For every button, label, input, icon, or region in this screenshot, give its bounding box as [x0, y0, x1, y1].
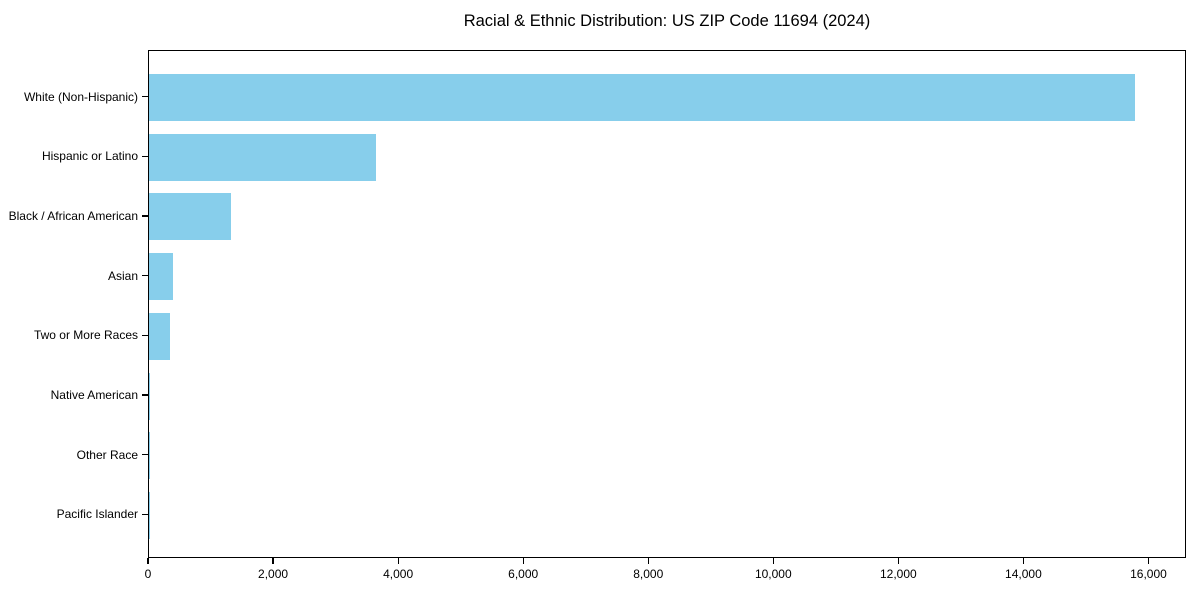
plot-area	[148, 50, 1186, 558]
y-axis-tick-label: Pacific Islander	[56, 507, 138, 522]
x-axis-tick-label: 4,000	[383, 567, 414, 581]
y-axis-tick-label: Other Race	[76, 447, 138, 462]
bar	[149, 74, 1136, 121]
x-axis-tick	[147, 558, 149, 564]
x-axis-tick	[1022, 558, 1024, 564]
x-axis-tick-label: 8,000	[633, 567, 664, 581]
x-axis-tick-label: 2,000	[258, 567, 289, 581]
x-axis-tick-label: 16,000	[1130, 567, 1167, 581]
y-axis-tick-label: Two or More Races	[33, 328, 138, 343]
x-axis-tick	[1147, 558, 1150, 564]
y-axis-tick	[142, 394, 148, 396]
y-axis-tick	[142, 513, 148, 516]
y-axis-tick	[142, 334, 148, 336]
bar	[149, 312, 170, 360]
y-axis-tick	[142, 95, 148, 98]
y-axis-tick	[142, 215, 148, 217]
bar	[149, 133, 376, 181]
y-axis-tick-label: Native American	[50, 388, 138, 403]
y-axis-tick-label: Black / African American	[8, 208, 138, 223]
x-axis-tick-label: 6,000	[508, 567, 539, 581]
x-axis-tick	[522, 558, 524, 564]
x-axis-tick-label: 12,000	[880, 567, 917, 581]
y-axis-tick	[142, 275, 148, 277]
x-axis-tick	[272, 558, 274, 564]
bar	[149, 432, 150, 480]
chart-title: Racial & Ethnic Distribution: US ZIP Cod…	[463, 12, 871, 30]
bar	[149, 253, 173, 301]
x-axis-tick-label: 10,000	[754, 567, 792, 581]
x-axis-tick	[647, 558, 649, 564]
x-axis-tick-label: 0	[144, 567, 152, 581]
y-axis-tick-label: Hispanic or Latino	[41, 149, 138, 164]
y-axis-tick	[142, 155, 148, 157]
y-axis-tick-label: Asian	[107, 268, 138, 283]
x-axis-tick	[897, 558, 899, 564]
bar	[149, 193, 231, 241]
x-axis-tick	[397, 558, 399, 564]
x-axis-tick	[772, 558, 774, 564]
y-axis-tick-label: White (Non-Hispanic)	[23, 89, 138, 104]
bar	[149, 372, 151, 420]
y-axis-tick	[142, 454, 148, 456]
x-axis-tick-label: 14,000	[1005, 567, 1042, 581]
